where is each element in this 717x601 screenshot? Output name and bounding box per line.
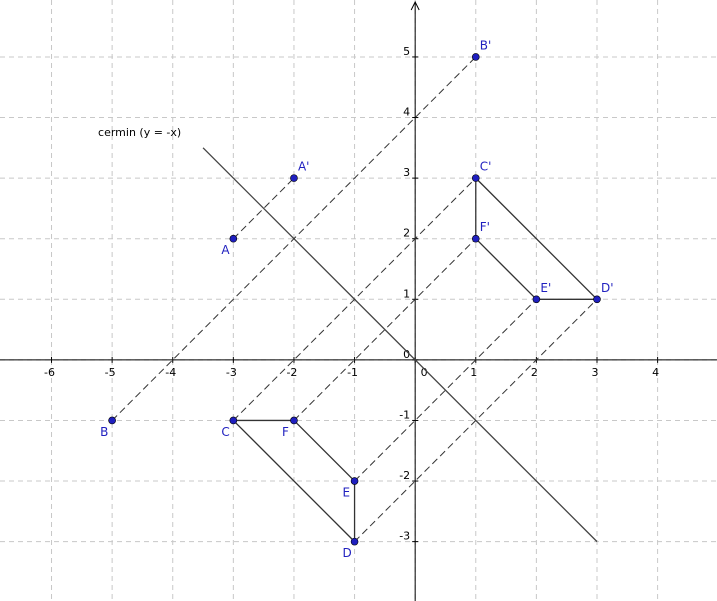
point	[229, 234, 238, 243]
point	[532, 295, 541, 304]
y-tick-label: 4	[403, 106, 410, 119]
x-tick-label: 4	[652, 366, 659, 379]
point	[290, 174, 298, 182]
geometry: cermin (y = -x) A B C D E F A' B' C' D' E' F'	[98, 38, 614, 560]
y-tick-label: -2	[399, 469, 410, 482]
mirror-label: cermin (y = -x)	[98, 126, 181, 139]
mirror-line	[202, 147, 598, 543]
y-tick-label: -1	[399, 408, 410, 421]
reflection-dash	[354, 298, 598, 542]
reflection-dash	[232, 177, 477, 421]
polygon-edge	[475, 238, 537, 300]
y-tick-label: 2	[403, 227, 410, 240]
point-label: B	[100, 425, 108, 439]
point	[350, 477, 359, 485]
reflection-dash	[293, 238, 477, 421]
point	[229, 416, 238, 425]
point-label: C'	[480, 160, 492, 174]
reflection-dash	[232, 177, 295, 240]
x-tick-label: 2	[531, 366, 538, 379]
x-tick-label: -4	[165, 366, 176, 379]
y-tick-label: 1	[403, 287, 410, 300]
point-label: E	[343, 486, 351, 500]
y-tick-label: 3	[403, 166, 410, 179]
x-tick-label: -1	[347, 366, 358, 379]
point-label: B'	[480, 38, 492, 52]
polygon-edge	[475, 177, 598, 300]
reflection-dash	[111, 56, 477, 421]
point-label: F	[282, 425, 289, 439]
x-tick-label: -6	[44, 366, 55, 379]
point-label: D'	[601, 281, 614, 295]
x-tick-label: 3	[591, 366, 598, 379]
point-label: A	[221, 243, 230, 257]
polygon-edge	[232, 419, 356, 543]
point	[471, 53, 480, 61]
x-tick-label: -5	[105, 366, 116, 379]
x-tick-label: 1	[470, 366, 477, 379]
reflection-dash	[354, 298, 537, 482]
point	[108, 416, 116, 425]
point-label: C	[221, 425, 229, 439]
x-tick-label: -3	[226, 366, 237, 379]
point-label: A'	[298, 160, 310, 174]
point	[471, 174, 480, 182]
polygon-edge	[293, 419, 356, 482]
point-label: F'	[480, 220, 490, 234]
point	[593, 295, 601, 304]
point	[290, 416, 298, 425]
y-tick-label: -3	[399, 530, 410, 543]
y-axis-arrow	[410, 0, 420, 11]
point	[350, 537, 359, 546]
x-tick-label: -2	[286, 366, 297, 379]
point-label: D	[343, 546, 352, 560]
y-tick-label: 0	[403, 348, 410, 361]
y-tick-label: 5	[403, 45, 410, 58]
point-label: E'	[540, 281, 551, 295]
x-tick-label: 0	[421, 366, 428, 379]
point	[471, 234, 480, 243]
